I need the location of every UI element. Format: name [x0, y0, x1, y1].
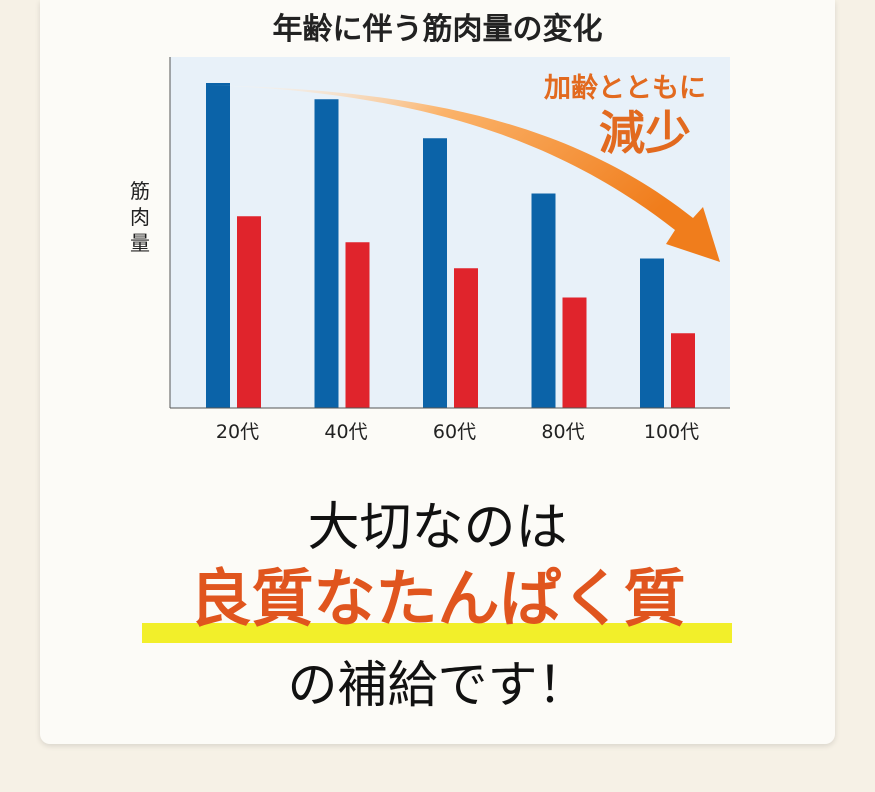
- bar-20代-series1: [206, 83, 230, 408]
- message-line1: 大切なのは: [307, 498, 568, 558]
- trend-annotation-line1: 加齢とともに: [544, 73, 706, 104]
- bar-80代-series1: [531, 193, 556, 408]
- y-axis-label: 筋肉量: [130, 179, 150, 255]
- bar-40代-series1: [314, 99, 339, 408]
- bar-80代-series2: [562, 297, 587, 408]
- x-tick-label: 20代: [216, 421, 259, 443]
- x-tick-label: 40代: [324, 421, 367, 443]
- bar-chart: 20代 40代 60代 80代 100代: [169, 57, 730, 443]
- bar-60代-series1: [423, 138, 447, 408]
- bar-100代-series1: [640, 258, 664, 408]
- x-tick-label: 60代: [433, 421, 476, 443]
- bar-20代-series2: [237, 216, 261, 408]
- trend-arrow: [205, 85, 720, 262]
- x-tick-label: 100代: [644, 421, 699, 443]
- highlight-marker: [142, 623, 732, 643]
- message-line2: 良質なたんぱく質: [189, 562, 686, 635]
- message-line3: の補給です！: [287, 656, 588, 714]
- trend-annotation-line2: 減少: [599, 106, 691, 160]
- x-tick-label: 80代: [541, 421, 584, 443]
- bar-100代-series2: [671, 333, 695, 408]
- bar-40代-series2: [345, 242, 370, 408]
- trend-annotation: 加齢とともに 減少: [530, 72, 720, 160]
- chart-title: 年齢に伴う筋肉量の変化: [272, 12, 603, 47]
- bar-60代-series2: [454, 268, 478, 408]
